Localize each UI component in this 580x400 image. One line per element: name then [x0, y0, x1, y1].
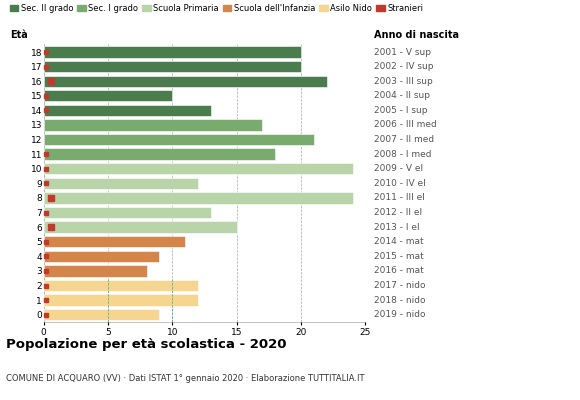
Bar	[44, 46, 301, 58]
Text: 2006 - III med: 2006 - III med	[375, 120, 437, 130]
Text: 2007 - II med: 2007 - II med	[375, 135, 434, 144]
Legend: Sec. II grado, Sec. I grado, Scuola Primaria, Scuola dell'Infanzia, Asilo Nido, : Sec. II grado, Sec. I grado, Scuola Prim…	[10, 4, 423, 13]
Bar	[44, 119, 262, 131]
Text: 2014 - mat: 2014 - mat	[375, 237, 424, 246]
Text: 2009 - V el: 2009 - V el	[375, 164, 423, 173]
Bar	[44, 265, 147, 277]
Text: 2008 - I med: 2008 - I med	[375, 150, 432, 159]
Bar	[44, 192, 353, 204]
Bar	[44, 61, 301, 72]
Text: 2016 - mat: 2016 - mat	[375, 266, 424, 276]
Bar	[44, 178, 198, 189]
Text: 2018 - nido: 2018 - nido	[375, 296, 426, 305]
Bar	[44, 148, 276, 160]
Text: 2017 - nido: 2017 - nido	[375, 281, 426, 290]
Bar	[44, 294, 198, 306]
Text: 2003 - III sup: 2003 - III sup	[375, 77, 433, 86]
Text: Età: Età	[10, 30, 27, 40]
Text: Popolazione per età scolastica - 2020: Popolazione per età scolastica - 2020	[6, 338, 287, 351]
Text: 2005 - I sup: 2005 - I sup	[375, 106, 428, 115]
Text: 2013 - I el: 2013 - I el	[375, 223, 420, 232]
Bar	[44, 236, 185, 248]
Bar	[44, 207, 211, 218]
Bar	[44, 251, 160, 262]
Text: COMUNE DI ACQUARO (VV) · Dati ISTAT 1° gennaio 2020 · Elaborazione TUTTITALIA.IT: COMUNE DI ACQUARO (VV) · Dati ISTAT 1° g…	[6, 374, 364, 383]
Text: 2011 - III el: 2011 - III el	[375, 194, 425, 202]
Text: 2019 - nido: 2019 - nido	[375, 310, 426, 319]
Text: 2001 - V sup: 2001 - V sup	[375, 48, 432, 56]
Text: Anno di nascita: Anno di nascita	[375, 30, 459, 40]
Bar	[44, 90, 172, 102]
Text: 2012 - II el: 2012 - II el	[375, 208, 423, 217]
Bar	[44, 280, 198, 291]
Bar	[44, 163, 353, 174]
Text: 2015 - mat: 2015 - mat	[375, 252, 424, 261]
Bar	[44, 222, 237, 233]
Text: 2004 - II sup: 2004 - II sup	[375, 91, 430, 100]
Bar	[44, 76, 327, 87]
Bar	[44, 309, 160, 320]
Text: 2002 - IV sup: 2002 - IV sup	[375, 62, 434, 71]
Text: 2010 - IV el: 2010 - IV el	[375, 179, 426, 188]
Bar	[44, 105, 211, 116]
Bar	[44, 134, 314, 145]
